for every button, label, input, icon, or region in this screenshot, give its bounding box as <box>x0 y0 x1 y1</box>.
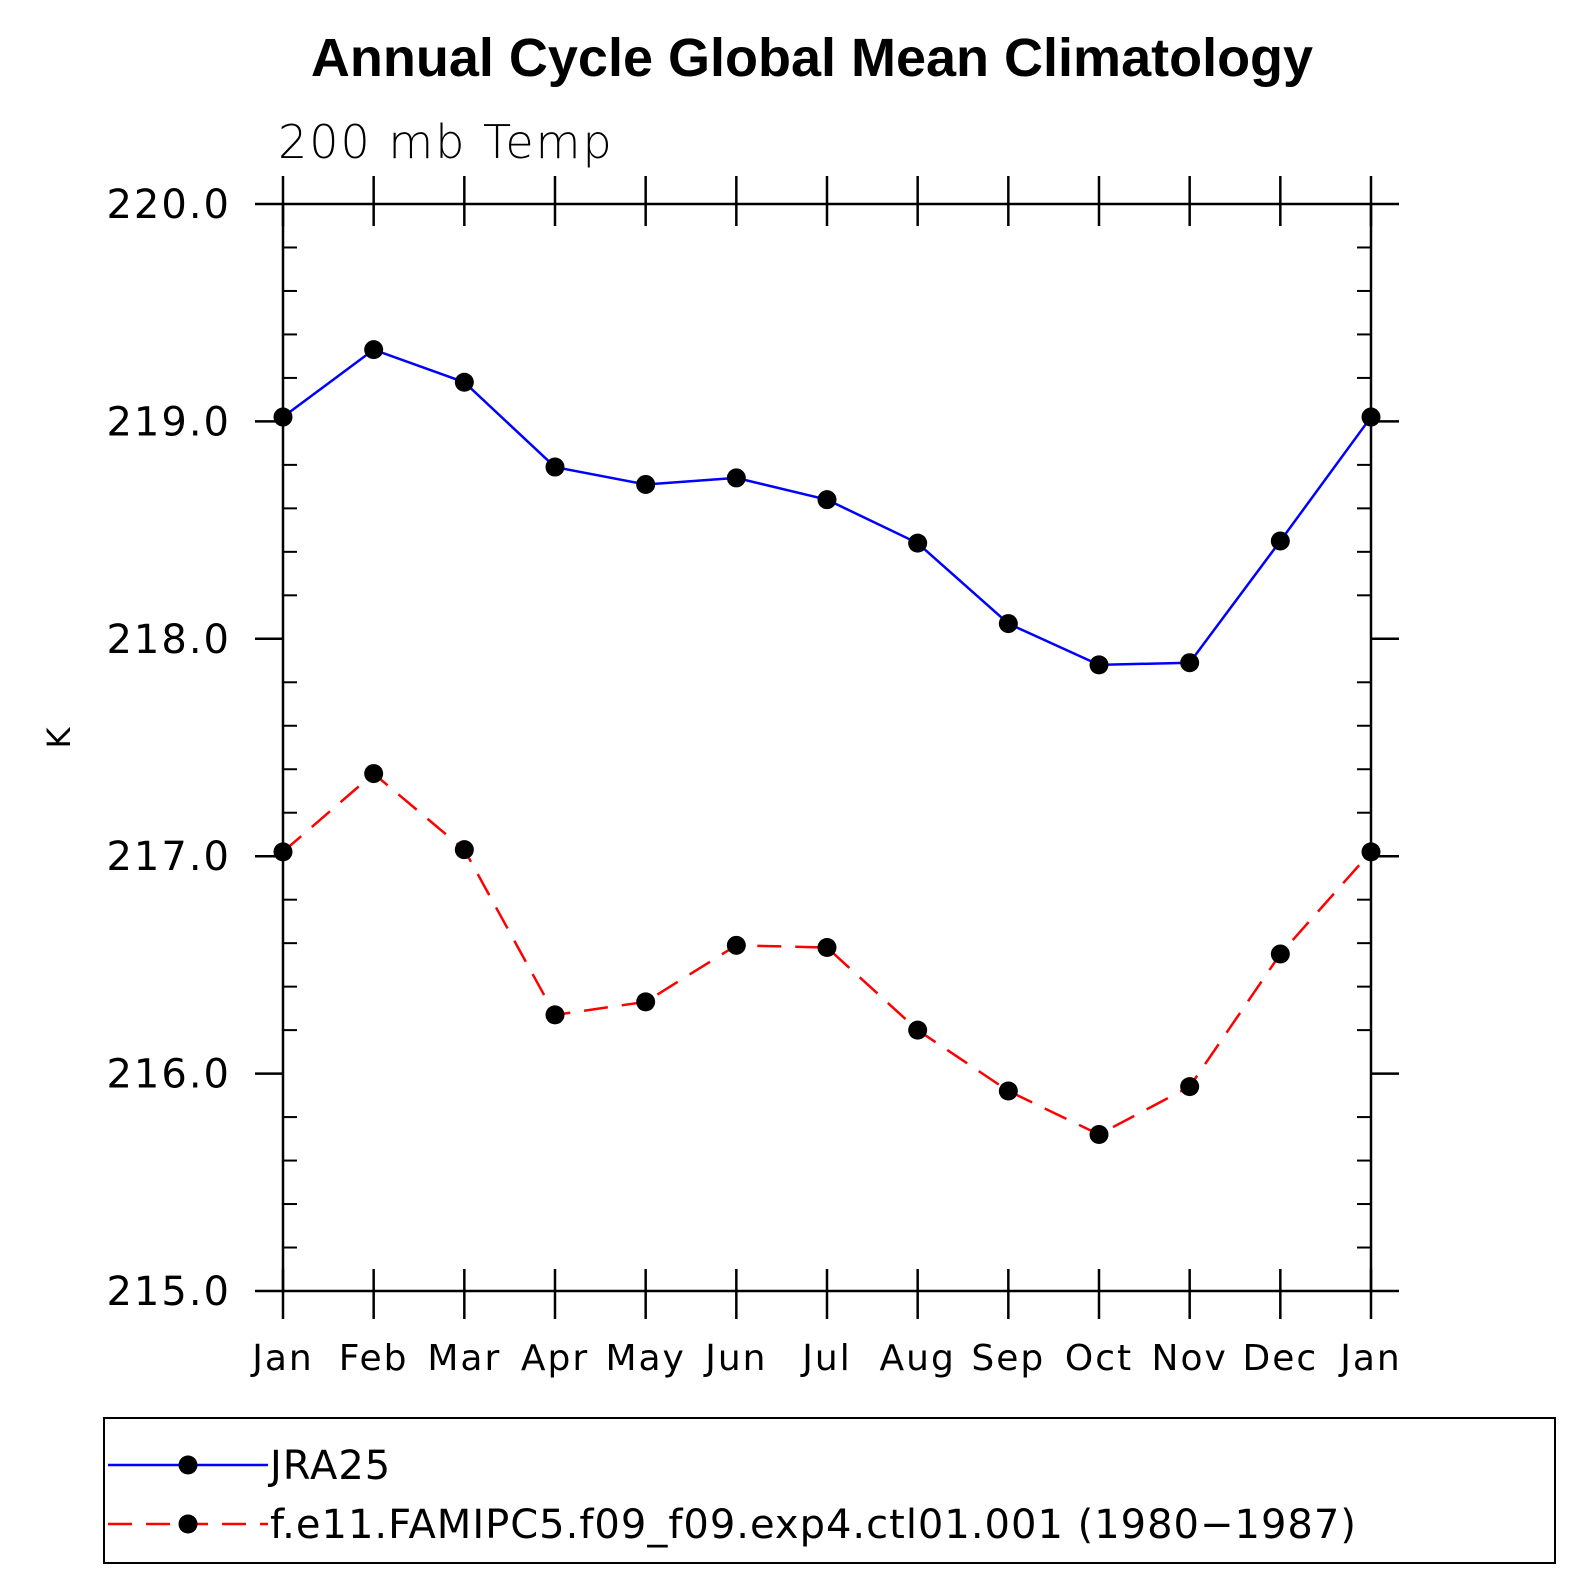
legend-label: f.e11.FAMIPC5.f09_f09.exp4.ctl01.001 (19… <box>270 1502 1357 1548</box>
series <box>273 340 1381 1144</box>
data-point <box>636 474 656 494</box>
data-point <box>273 407 293 427</box>
x-tick-label: May <box>605 1338 685 1379</box>
data-point <box>545 457 565 477</box>
data-point <box>1361 407 1381 427</box>
data-point <box>1361 842 1381 862</box>
data-point <box>908 1020 928 1040</box>
data-point <box>273 842 293 862</box>
x-tick-label: Nov <box>1152 1338 1228 1379</box>
legend-marker <box>178 1455 198 1475</box>
data-point <box>454 372 474 392</box>
data-point <box>1180 1077 1200 1097</box>
data-point <box>636 992 656 1012</box>
data-point <box>726 935 746 955</box>
x-tick-label: Feb <box>339 1338 409 1379</box>
chart-title: Annual Cycle Global Mean Climatology <box>311 28 1313 88</box>
data-point <box>1180 653 1200 673</box>
data-point <box>817 490 837 510</box>
legend-marker <box>178 1514 198 1534</box>
data-point <box>726 468 746 488</box>
x-tick-label: Jan <box>1338 1338 1402 1379</box>
y-tick-labels: 215.0 216.0 217.0 218.0 219.0 220.0 <box>106 182 231 1315</box>
data-point <box>364 764 384 784</box>
plot-frame <box>281 202 1373 1293</box>
axis-ticks <box>255 176 1399 1319</box>
y-tick-label: 218.0 <box>106 617 231 663</box>
data-point <box>998 614 1018 634</box>
legend-label: JRA25 <box>267 1443 391 1489</box>
x-tick-label: Jul <box>800 1338 851 1379</box>
data-point <box>1089 655 1109 675</box>
data-point <box>998 1081 1018 1101</box>
data-point <box>545 1005 565 1025</box>
x-tick-label: Apr <box>521 1338 589 1379</box>
y-tick-label: 216.0 <box>106 1052 231 1098</box>
data-point <box>908 533 928 553</box>
data-point <box>817 938 837 958</box>
x-tick-labels: Jan Feb Mar Apr May Jun Jul Aug Sep Oct Nov Dec Jan <box>250 1338 1402 1379</box>
data-point <box>1270 531 1290 551</box>
data-point <box>1270 944 1290 964</box>
x-tick-label: Mar <box>427 1338 501 1379</box>
y-tick-label: 215.0 <box>106 1269 231 1315</box>
y-tick-label: 217.0 <box>106 834 231 880</box>
data-point <box>364 340 384 360</box>
data-point <box>1089 1124 1109 1144</box>
y-tick-label: 220.0 <box>106 182 231 228</box>
x-tick-label: Dec <box>1242 1338 1318 1379</box>
chart-subtitle: 200 mb Temp <box>278 115 614 169</box>
data-point <box>454 840 474 860</box>
y-axis-label: K <box>40 726 78 748</box>
x-tick-label: Jun <box>703 1338 767 1379</box>
legend-box <box>103 1417 1556 1564</box>
x-tick-label: Jan <box>250 1338 314 1379</box>
x-tick-label: Sep <box>971 1338 1045 1379</box>
legend: JRA25 f.e11.FAMIPC5.f09_f09.exp4.ctl01.00… <box>108 1443 1357 1548</box>
y-tick-label: 219.0 <box>106 399 231 445</box>
x-tick-label: Oct <box>1065 1338 1133 1379</box>
x-tick-label: Aug <box>880 1338 956 1379</box>
